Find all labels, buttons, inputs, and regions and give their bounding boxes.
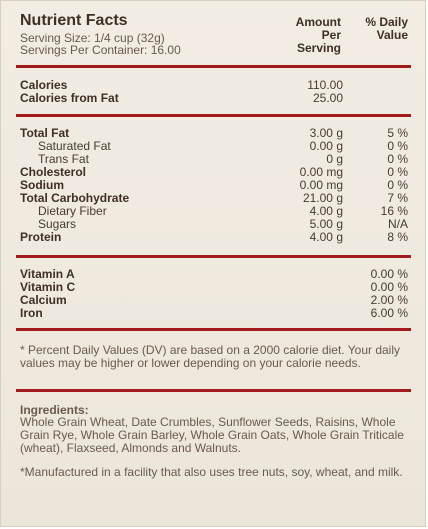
calories-row: Calories 110.00: [20, 78, 343, 92]
nutrient-row: Total Fat 3.00 g 5 %: [20, 126, 408, 140]
amount-column-header: Amount Per Serving: [295, 15, 341, 55]
nutrient-row: Total Carbohydrate 21.00 g 7 %: [20, 191, 408, 205]
nutrient-row: Saturated Fat 0.00 g 0 %: [38, 139, 408, 153]
divider: [16, 255, 411, 258]
nutrient-row: Sodium 0.00 mg 0 %: [20, 178, 408, 192]
nutrient-row: Protein 4.00 g 8 %: [20, 230, 408, 244]
dv-column-header: % Daily Value: [365, 15, 408, 42]
nutrient-row: Sugars 5.00 g N/A: [38, 217, 408, 231]
nutrient-row: Trans Fat 0 g 0 %: [38, 152, 408, 166]
nutrient-row: Dietary Fiber 4.00 g 16 %: [38, 204, 408, 218]
vitamin-row: Vitamin C 0.00 %: [20, 280, 408, 294]
vitamin-row: Vitamin A 0.00 %: [20, 267, 408, 281]
label-title: Nutrient Facts: [20, 12, 128, 29]
divider: [16, 389, 411, 392]
vitamin-row: Iron 6.00 %: [20, 306, 408, 320]
daily-value-footnote: * Percent Daily Values (DV) are based on…: [20, 343, 400, 370]
divider: [16, 65, 411, 68]
calories-from-fat-row: Calories from Fat 25.00: [20, 91, 343, 105]
ingredients-text: Whole Grain Wheat, Date Crumbles, Sunflo…: [20, 415, 404, 455]
divider: [16, 114, 411, 117]
allergen-note: *Manufactured in a facility that also us…: [20, 465, 403, 479]
servings-per-container: Servings Per Container: 16.00: [20, 43, 181, 57]
ingredients-heading: Ingredients:: [20, 403, 89, 417]
vitamin-row: Calcium 2.00 %: [20, 293, 408, 307]
nutrient-row: Cholesterol 0.00 mg 0 %: [20, 165, 408, 179]
divider: [16, 328, 411, 331]
serving-size: Serving Size: 1/4 cup (32g): [20, 31, 165, 45]
